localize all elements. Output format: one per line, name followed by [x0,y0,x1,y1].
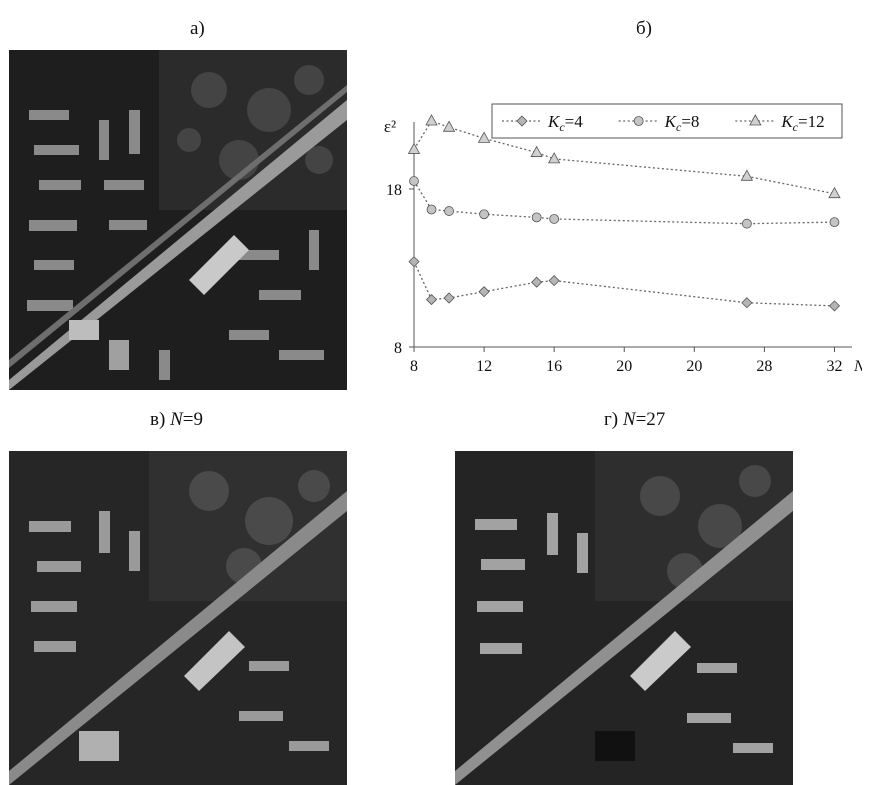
legend-value: =8 [681,112,699,131]
panel-c-prefix: в) [150,409,171,430]
circle-marker [741,218,752,229]
x-tick-label: 12 [476,358,492,375]
panel-d-label: г) N=27 [604,409,665,431]
diamond-marker [828,300,841,312]
circle-marker [633,116,644,126]
line-chart: 8121620202832818ε²N Kc=4Kc=8Kc=12 [384,103,862,375]
triangle-marker [740,169,754,181]
legend-symbol: K [547,112,561,131]
panel-c-value: =9 [182,409,203,430]
panel-c-variable: N [170,409,183,430]
panel-d-prefix: г) [604,409,623,430]
aerial-image-original-graphic [9,50,347,390]
triangle-marker [828,186,841,199]
legend-subscript: c [793,120,799,134]
triangle-marker [530,145,543,157]
circle-marker [531,212,542,223]
aerial-image-restored-n9-graphic [9,451,347,785]
x-axis-label: N [853,358,862,375]
triangle-marker [407,142,421,154]
circle-marker [444,206,454,216]
chart-legend: Kc=4 Kc=8 Kc=12 [491,103,843,139]
legend-entry-label: Kc=8 [664,112,700,134]
x-tick-label: 16 [546,358,562,375]
diamond-marker [516,115,528,127]
x-tick-label: 8 [410,358,418,375]
diamond-marker [548,275,560,287]
chart-series [407,114,841,312]
aerial-image-original [9,50,347,390]
triangle-marker [749,114,762,126]
legend-subscript: c [676,120,682,134]
y-tick-label: 18 [386,182,402,199]
circle-marker [426,204,437,215]
series-2 [407,114,841,199]
legend-subscript: c [559,120,565,134]
aerial-image-restored-n27 [455,451,793,785]
legend-symbol: K [664,112,678,131]
panel-d-variable: N [622,409,636,430]
diamond-marker [531,276,543,288]
aerial-image-restored-n27-graphic [455,451,793,785]
circle-marker [409,176,419,186]
x-tick-label: 20 [616,358,632,375]
legend-value: =4 [565,112,584,131]
diamond-marker [478,286,490,298]
triangle-marker [547,152,561,164]
panel-d-value: =27 [635,409,666,430]
legend-symbol: K [780,112,794,131]
x-tick-label: 32 [826,358,842,375]
panel-b-label: б) [636,18,652,39]
series-line [413,261,835,307]
x-tick-label: 20 [686,358,702,375]
aerial-image-restored-n9 [9,451,347,785]
diamond-marker [741,297,753,309]
legend-value: =12 [798,112,825,131]
triangle-marker [442,120,456,132]
circle-marker [479,209,489,220]
chart-labels: 8 12 16 20 20 28 32 8 18 ε² N [384,117,862,375]
panel-c-label: в) N=9 [150,409,203,431]
legend-box [491,103,843,139]
series-line [413,180,835,225]
y-axis-label: ε² [384,117,396,136]
diamond-marker [425,294,438,306]
diamond-marker [408,256,420,268]
diamond-marker [443,292,455,304]
legend-entry-label: Kc=4 [547,112,583,134]
legend-entry-label: Kc=12 [780,112,824,134]
y-tick-label: 8 [394,340,402,357]
series-1 [409,176,840,229]
circle-marker [829,217,840,228]
x-tick-label: 28 [756,358,772,375]
triangle-marker [425,114,438,126]
panel-a-label: а) [190,18,205,39]
chart-axes [409,122,852,352]
series-0 [408,256,841,312]
circle-marker [549,214,560,224]
triangle-marker [477,131,491,143]
